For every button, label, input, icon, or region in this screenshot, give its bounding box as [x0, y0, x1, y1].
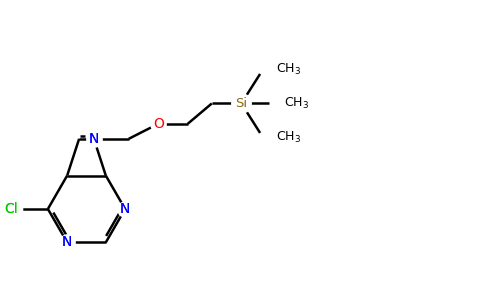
- Text: CH$_3$: CH$_3$: [276, 62, 302, 77]
- Text: CH$_3$: CH$_3$: [276, 130, 302, 145]
- Text: N: N: [89, 132, 99, 146]
- Text: Si: Si: [235, 97, 247, 110]
- Text: N: N: [120, 202, 130, 216]
- Text: O: O: [153, 117, 164, 131]
- Text: N: N: [62, 236, 73, 249]
- Text: N: N: [120, 202, 130, 216]
- Text: Cl: Cl: [5, 202, 18, 216]
- Text: N: N: [89, 132, 99, 146]
- Text: Cl: Cl: [5, 202, 18, 216]
- Text: CH$_3$: CH$_3$: [284, 96, 309, 111]
- Text: N: N: [62, 236, 73, 249]
